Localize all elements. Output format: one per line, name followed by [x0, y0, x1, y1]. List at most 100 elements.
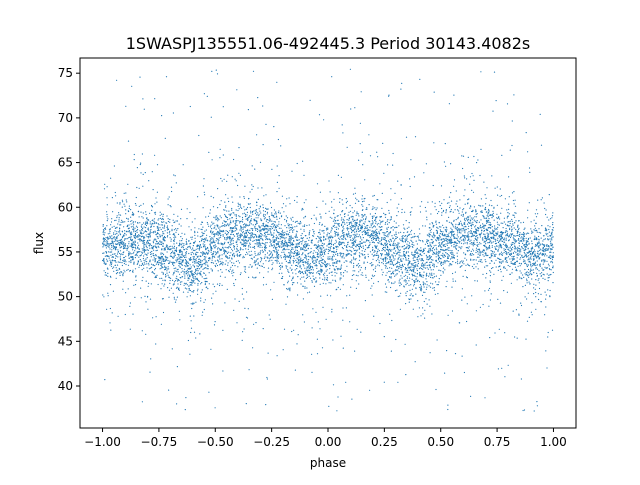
scatter-point	[112, 244, 114, 246]
scatter-point	[106, 216, 108, 218]
scatter-point	[527, 252, 529, 254]
scatter-point	[255, 211, 257, 213]
scatter-point	[391, 235, 393, 237]
scatter-point	[548, 274, 550, 276]
scatter-point	[456, 229, 458, 231]
scatter-point	[227, 257, 229, 259]
scatter-point	[301, 241, 303, 243]
scatter-point	[246, 240, 248, 242]
scatter-point	[103, 258, 105, 260]
scatter-point	[422, 259, 424, 261]
scatter-point	[529, 270, 531, 272]
scatter-point	[171, 228, 173, 230]
scatter-point	[217, 256, 219, 258]
scatter-point	[340, 219, 342, 221]
scatter-point	[162, 273, 164, 275]
scatter-point	[421, 294, 424, 296]
scatter-point	[364, 266, 367, 269]
scatter-point	[517, 254, 520, 256]
scatter-point	[511, 262, 513, 264]
scatter-point	[453, 220, 455, 222]
scatter-point	[410, 214, 412, 216]
scatter-point	[126, 238, 128, 240]
scatter-point	[429, 255, 431, 257]
scatter-point	[230, 227, 233, 229]
scatter-point	[402, 237, 404, 239]
scatter-point	[364, 250, 366, 252]
scatter-point	[119, 214, 122, 216]
scatter-point	[231, 237, 233, 239]
scatter-point	[249, 222, 251, 224]
scatter-point	[247, 231, 250, 234]
scatter-point	[443, 262, 445, 264]
scatter-point	[390, 350, 392, 352]
scatter-point	[264, 214, 266, 216]
scatter-point	[367, 256, 369, 258]
scatter-point	[221, 254, 223, 256]
scatter-point	[172, 247, 174, 249]
scatter-point	[362, 209, 364, 211]
scatter-point	[424, 291, 426, 293]
scatter-point	[526, 278, 528, 280]
scatter-point	[550, 269, 552, 271]
scatter-point	[405, 259, 407, 261]
scatter-point	[358, 259, 361, 261]
scatter-point	[516, 279, 518, 281]
scatter-point	[219, 157, 221, 159]
scatter-point	[255, 234, 257, 236]
scatter-point	[546, 367, 548, 369]
scatter-point	[511, 257, 513, 259]
scatter-point	[271, 263, 273, 266]
scatter-point	[472, 248, 474, 250]
scatter-point	[412, 269, 414, 271]
scatter-point	[188, 226, 190, 228]
scatter-point	[530, 257, 532, 259]
scatter-point	[504, 267, 506, 269]
scatter-point	[342, 319, 344, 321]
scatter-point	[476, 239, 478, 241]
scatter-point	[262, 144, 264, 146]
scatter-point	[480, 243, 482, 245]
scatter-point	[506, 235, 509, 237]
scatter-point	[237, 202, 239, 204]
scatter-point	[435, 388, 437, 391]
scatter-point	[238, 215, 240, 217]
scatter-point	[242, 228, 244, 231]
scatter-point	[509, 273, 511, 275]
scatter-point	[172, 284, 174, 286]
scatter-point	[441, 246, 443, 248]
scatter-point	[340, 235, 343, 237]
scatter-point	[366, 225, 368, 227]
scatter-point	[467, 234, 469, 236]
scatter-point	[501, 240, 503, 242]
scatter-point	[237, 220, 239, 222]
scatter-point	[272, 234, 274, 236]
scatter-point	[258, 226, 260, 228]
scatter-point	[429, 247, 431, 249]
scatter-point	[297, 258, 299, 260]
scatter-point	[346, 253, 348, 255]
scatter-point	[518, 245, 521, 247]
scatter-point	[510, 244, 513, 246]
scatter-point	[466, 250, 468, 252]
scatter-point	[429, 272, 431, 274]
scatter-point	[140, 240, 142, 242]
scatter-point	[120, 253, 122, 255]
scatter-point	[365, 218, 367, 220]
scatter-point	[154, 203, 156, 205]
scatter-point	[246, 206, 249, 209]
scatter-point	[337, 174, 339, 176]
scatter-point	[158, 243, 160, 245]
scatter-point	[473, 240, 475, 242]
scatter-point	[500, 212, 502, 214]
scatter-point	[337, 233, 339, 235]
scatter-point	[243, 206, 245, 208]
scatter-point	[303, 257, 306, 259]
scatter-point	[164, 237, 166, 239]
scatter-point	[110, 263, 113, 265]
scatter-point	[377, 248, 379, 250]
scatter-point	[159, 268, 161, 270]
scatter-point	[247, 308, 249, 310]
scatter-point	[547, 331, 549, 334]
scatter-point	[292, 231, 294, 233]
